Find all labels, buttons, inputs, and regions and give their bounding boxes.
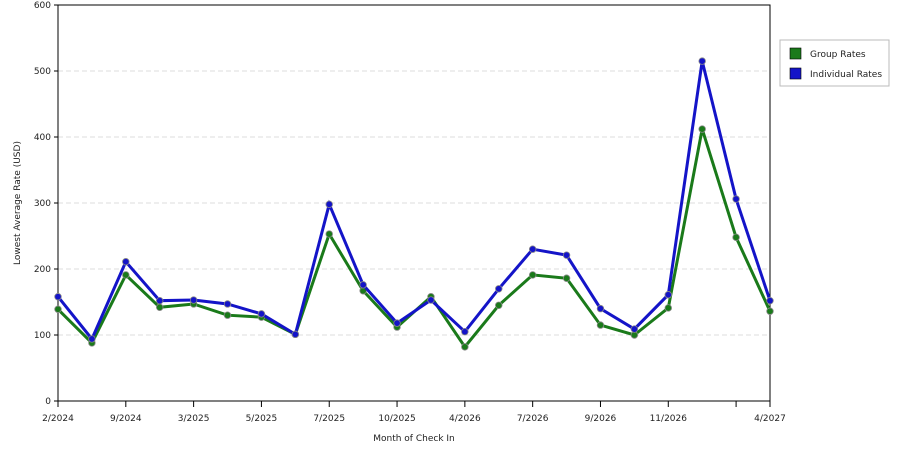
x-tick-label: 3/2025 (178, 414, 210, 424)
data-point (122, 271, 130, 279)
data-point (189, 296, 198, 304)
data-point (54, 305, 62, 313)
x-tick-label: 10/2025 (378, 414, 415, 424)
plot-frame (57, 4, 771, 402)
data-point (359, 281, 367, 289)
data-point (766, 307, 774, 315)
data-point (528, 245, 537, 253)
data-point (291, 330, 300, 339)
data-point (427, 296, 435, 304)
series-line (56, 60, 772, 342)
x-tick-label: 7/2025 (313, 414, 345, 424)
legend-label: Group Rates (810, 50, 866, 60)
y-tick-label: 600 (34, 1, 51, 11)
data-point (664, 304, 672, 312)
legend-label: Individual Rates (810, 70, 882, 80)
data-point (325, 200, 333, 209)
x-tick-label: 9/2026 (585, 414, 617, 424)
data-point (630, 325, 639, 333)
x-tick-label: 9/2024 (110, 414, 142, 424)
x-tick-label: 7/2026 (517, 414, 549, 424)
x-tick-label: 4/2026 (449, 414, 481, 424)
data-point (223, 300, 232, 308)
y-tick-label: 500 (34, 67, 51, 77)
y-tick-label: 0 (45, 397, 51, 407)
y-axis-label: Lowest Average Rate (USD) (13, 141, 23, 265)
data-point (461, 328, 469, 336)
data-point (88, 335, 96, 343)
legend-swatch (789, 47, 802, 60)
data-point (562, 274, 571, 282)
y-tick-label: 400 (34, 133, 51, 143)
data-point (495, 285, 503, 293)
data-point (223, 311, 232, 319)
data-point (461, 343, 469, 351)
data-point (698, 125, 706, 133)
data-point (732, 195, 740, 203)
data-point (766, 296, 774, 305)
data-point (528, 271, 537, 279)
data-point (156, 296, 164, 305)
data-point (54, 293, 62, 301)
y-tick-label: 100 (34, 331, 51, 341)
x-tick-label: 5/2025 (246, 414, 278, 424)
data-point (596, 321, 605, 329)
x-tick-label: 2/2024 (42, 414, 74, 424)
x-axis-label: Month of Check In (373, 434, 455, 444)
data-point (325, 230, 333, 238)
y-tick-label: 200 (34, 265, 51, 275)
data-point (562, 251, 571, 259)
data-point (393, 319, 401, 327)
data-point (732, 233, 740, 242)
data-point (698, 57, 706, 65)
data-point (122, 258, 130, 266)
data-point (156, 303, 164, 311)
y-tick-label: 300 (34, 199, 51, 209)
data-point (257, 310, 266, 318)
legend-swatch (789, 67, 802, 80)
series-line (56, 128, 772, 350)
data-point (495, 301, 503, 309)
data-point (596, 304, 605, 313)
data-point (664, 291, 672, 299)
x-tick-label: 4/2027 (754, 414, 786, 424)
x-tick-label: 11/2026 (650, 414, 688, 424)
